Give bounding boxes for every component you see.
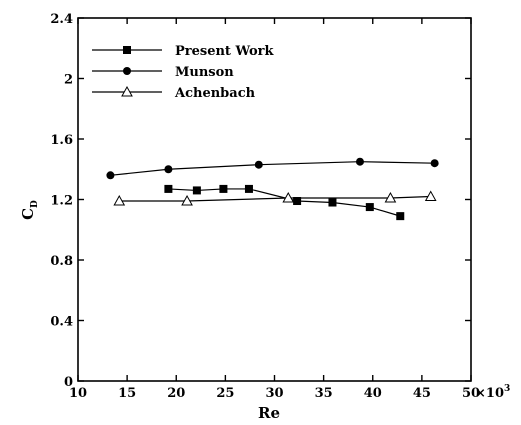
legend-label: Achenbach xyxy=(174,86,256,101)
data-point-triangle xyxy=(424,190,437,201)
data-point-square xyxy=(244,184,253,193)
y-tick-label: 0.8 xyxy=(50,254,73,269)
y-tick-label: 2 xyxy=(64,73,73,88)
legend-item-achenbach: Achenbach xyxy=(92,85,256,101)
x-tick-label: 30 xyxy=(265,386,283,401)
x-axis-label: Re xyxy=(258,404,280,422)
legend-label: Present Work xyxy=(175,44,275,59)
svg-text:×103: ×103 xyxy=(475,384,510,401)
y-tick-label: 0 xyxy=(64,375,73,390)
x-tick-label: 35 xyxy=(315,386,333,401)
data-point-circle xyxy=(430,159,439,168)
svg-text:CD: CD xyxy=(19,200,40,220)
plot-area-border xyxy=(77,17,472,382)
data-point-circle xyxy=(123,67,131,75)
legend-label: Munson xyxy=(175,65,234,80)
x-tick-label: 20 xyxy=(167,386,185,401)
x-axis-multiplier: ×103 xyxy=(475,384,510,401)
x-tick-label: 50 xyxy=(462,386,480,401)
x-tick-label: 25 xyxy=(216,386,234,401)
data-point-square xyxy=(365,203,374,212)
legend: Present Work Munson Achenbach xyxy=(92,44,275,101)
series-munson xyxy=(106,157,439,180)
data-point-square xyxy=(396,212,405,221)
data-point-triangle xyxy=(121,85,133,97)
data-point-square xyxy=(123,46,131,54)
data-point-circle xyxy=(164,165,173,174)
data-point-square xyxy=(293,197,302,206)
series-achenbach xyxy=(113,190,437,206)
y-tick-label: 2.4 xyxy=(50,12,73,27)
data-point-triangle xyxy=(384,191,397,203)
y-axis-label: CD xyxy=(19,200,40,220)
series-present-work xyxy=(164,184,405,221)
data-point-square xyxy=(328,198,337,207)
y-tick-label: 1.6 xyxy=(50,133,73,148)
x-multiplier-base: ×10 xyxy=(475,386,504,401)
y-axis-label-main: C xyxy=(19,208,37,220)
legend-item-present-work: Present Work xyxy=(92,44,275,59)
x-tick-label: 15 xyxy=(118,386,136,401)
y-axis-label-subscript: D xyxy=(30,200,40,208)
legend-item-munson: Munson xyxy=(92,65,234,80)
data-point-triangle xyxy=(181,194,193,206)
series-line-munson xyxy=(110,161,435,176)
x-tick-label: 45 xyxy=(413,386,431,401)
data-point-triangle xyxy=(113,194,126,206)
data-point-circle xyxy=(106,171,115,180)
data-point-circle xyxy=(254,160,263,169)
data-series xyxy=(106,157,439,221)
x-tick-label: 10 xyxy=(69,386,87,401)
axis-ticks: 10 15 20 25 30 35 40 45 50 0 0.4 0.8 1.2 1.6 2 2.4 xyxy=(50,12,480,401)
plot-frame xyxy=(77,17,472,382)
data-point-circle xyxy=(355,157,364,166)
y-tick-label: 0.4 xyxy=(50,315,73,330)
y-tick-label: 1.2 xyxy=(50,194,73,209)
x-multiplier-exponent: 3 xyxy=(504,384,510,394)
series-line-achenbach xyxy=(119,195,431,202)
data-point-square xyxy=(219,184,228,193)
series-line-present-work xyxy=(168,188,401,217)
data-point-square xyxy=(164,184,173,193)
data-point-triangle xyxy=(282,191,295,203)
x-tick-label: 40 xyxy=(364,386,382,401)
data-point-square xyxy=(192,186,201,195)
